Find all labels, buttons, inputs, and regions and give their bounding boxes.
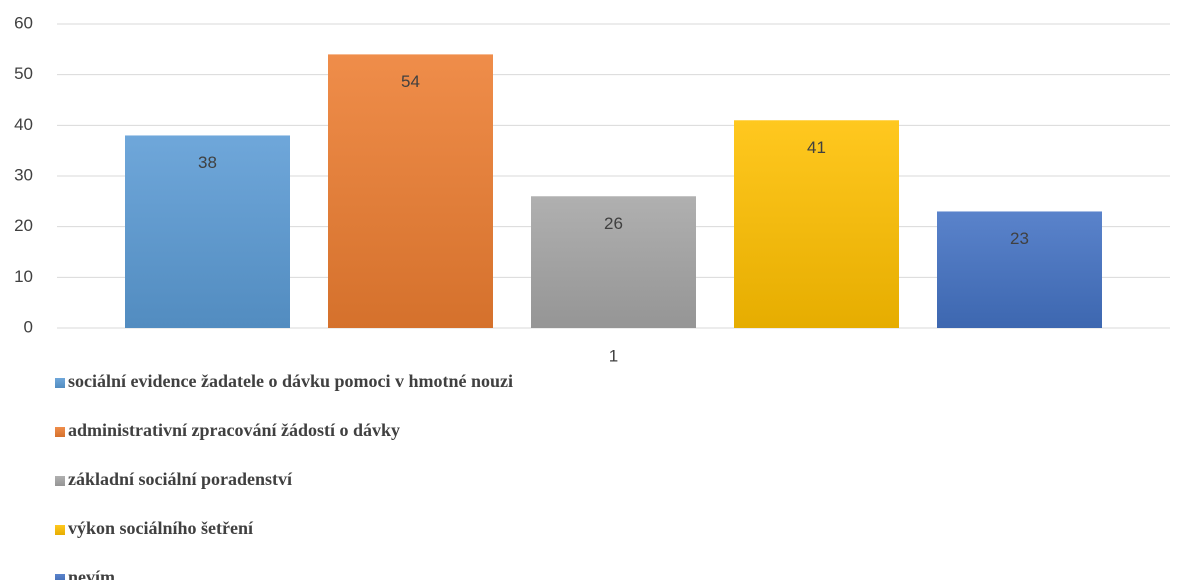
- bar: [734, 120, 899, 329]
- data-label: 38: [198, 153, 217, 172]
- data-label: 23: [1010, 229, 1029, 248]
- legend-label: základní sociální poradenství: [68, 469, 293, 489]
- data-label: 41: [807, 138, 826, 157]
- x-tick-label: 1: [609, 346, 618, 365]
- y-tick-label: 20: [14, 216, 33, 235]
- legend-swatch: [55, 427, 65, 437]
- y-tick-label: 60: [14, 13, 33, 32]
- bar: [531, 196, 696, 328]
- legend-swatch: [55, 525, 65, 535]
- y-tick-label: 0: [24, 317, 33, 336]
- legend-swatch: [55, 378, 65, 388]
- legend-label: výkon sociálního šetření: [68, 518, 254, 538]
- y-tick-label: 30: [14, 165, 33, 184]
- data-label: 54: [401, 72, 420, 91]
- legend-swatch: [55, 476, 65, 486]
- y-tick-label: 10: [14, 267, 33, 286]
- bar: [937, 211, 1102, 328]
- y-tick-label: 50: [14, 64, 33, 83]
- legend-label: sociální evidence žadatele o dávku pomoc…: [68, 371, 513, 391]
- bar: [328, 54, 493, 329]
- bar: [125, 135, 290, 328]
- legend-label: administrativní zpracování žádostí o dáv…: [68, 420, 400, 440]
- data-label: 26: [604, 214, 623, 233]
- legend-label: nevím: [68, 567, 115, 580]
- legend-swatch: [55, 574, 65, 580]
- y-tick-label: 40: [14, 115, 33, 134]
